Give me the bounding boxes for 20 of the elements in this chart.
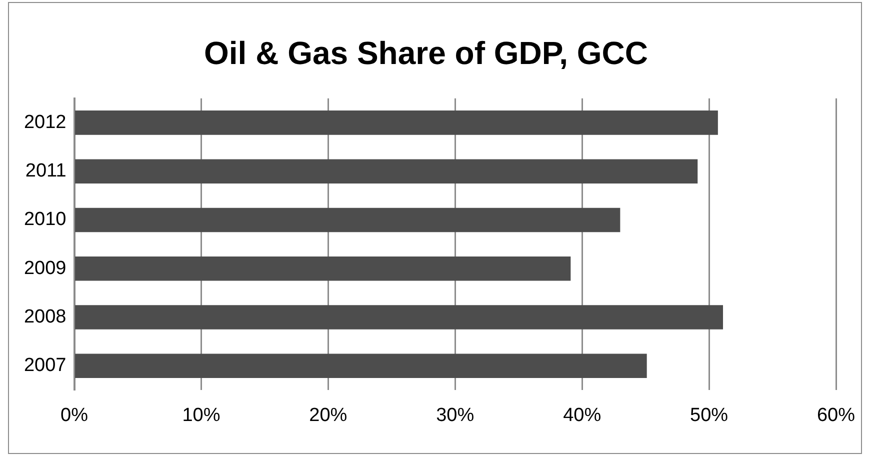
x-tick-label: 10% bbox=[182, 404, 220, 426]
bar bbox=[75, 208, 620, 232]
y-tick-label: 2010 bbox=[24, 209, 66, 230]
y-tick-label: 2008 bbox=[24, 306, 66, 328]
bar bbox=[75, 159, 698, 184]
x-tick-label: 50% bbox=[690, 404, 728, 426]
y-tick-label: 2009 bbox=[24, 258, 66, 279]
bar bbox=[75, 256, 571, 281]
y-tick-label: 2007 bbox=[24, 355, 66, 376]
chart-title: Oil & Gas Share of GDP, GCC bbox=[204, 35, 648, 72]
x-tick-label: 60% bbox=[816, 404, 856, 426]
bar bbox=[75, 110, 718, 135]
x-tick-label: 40% bbox=[563, 404, 602, 426]
x-tick-label: 20% bbox=[309, 404, 348, 426]
y-tick-label: 2011 bbox=[25, 160, 66, 182]
bar bbox=[75, 354, 647, 378]
y-tick-label: 2012 bbox=[24, 112, 66, 133]
x-tick-label: 30% bbox=[436, 404, 474, 426]
x-tick-label: 0% bbox=[60, 404, 88, 426]
bar bbox=[75, 305, 724, 330]
